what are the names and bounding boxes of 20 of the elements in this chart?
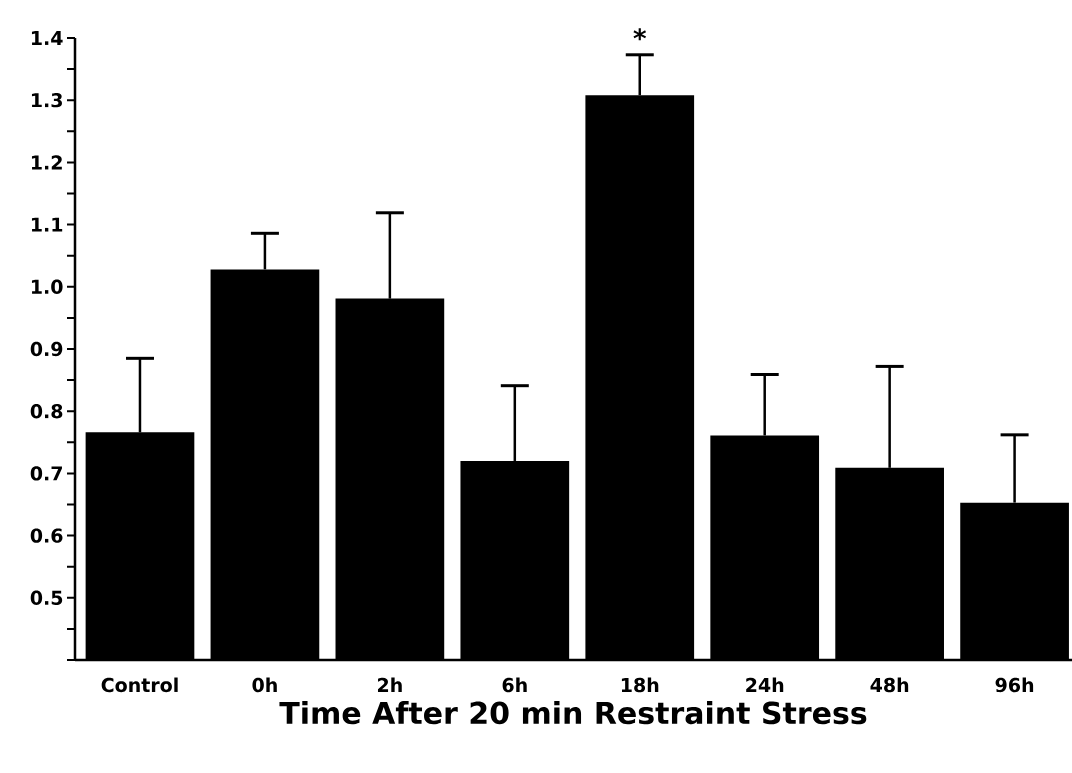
x-tick-label: Control (101, 677, 178, 693)
x-tick-label: 2h (377, 677, 402, 692)
x-tick-label: 48h (870, 677, 909, 693)
y-tick-label: 0.8 (30, 404, 63, 419)
y-tick-label: 1.3 (31, 93, 62, 108)
y-tick-label: 0.6 (30, 528, 63, 543)
y-tick-label: 1.2 (31, 155, 62, 170)
annotation: * (633, 28, 647, 41)
y-tick-label: 1.4 (31, 31, 63, 45)
x-tick-label: 6h (502, 677, 527, 693)
x-tick-label: 18h (621, 677, 659, 693)
x-axis-title: Time After 20 min Restraint Stress (279, 701, 867, 725)
x-tick-label: 0h (252, 677, 277, 693)
y-tick-label: 0.9 (30, 341, 63, 357)
y-tick-label: 0.7 (30, 466, 62, 481)
x-tick-label: 24h (746, 677, 784, 692)
y-tick-label: 1.1 (31, 217, 63, 232)
y-tick-label: 1.0 (31, 279, 63, 294)
y-tick-label: 0.5 (30, 590, 63, 605)
x-tick-label: 96h (995, 677, 1034, 693)
